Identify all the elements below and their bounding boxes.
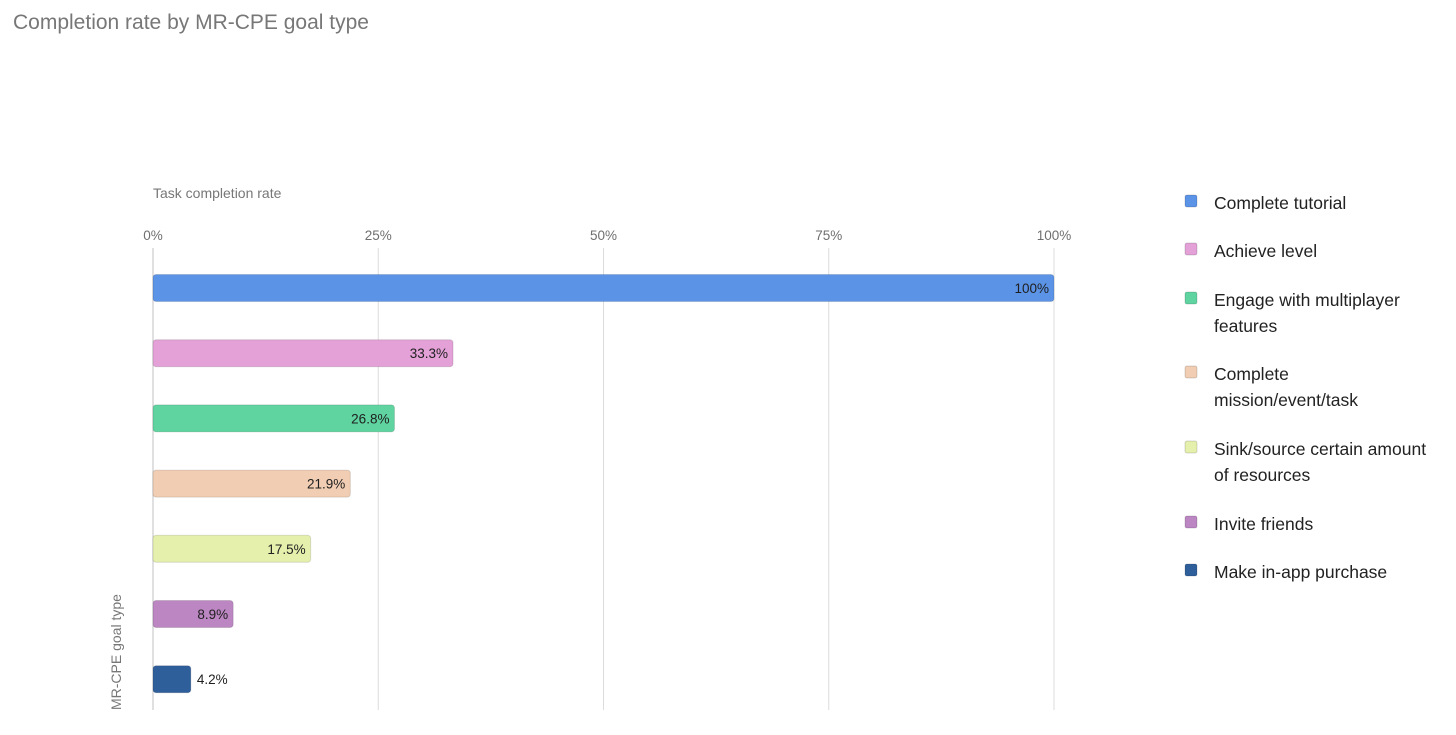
legend-entry-line: Complete (1214, 364, 1289, 384)
x-axis-ticks: 0% 25% 50% 75% 100% (143, 228, 1071, 243)
chart-title: Completion rate by MR-CPE goal type (13, 11, 369, 34)
legend-swatch (1184, 515, 1198, 529)
bar (152, 469, 351, 498)
legend: Complete tutorial Achieve level Engage wit… (1184, 193, 1426, 582)
bar-value-label: 8.9% (197, 607, 228, 622)
legend-swatch (1184, 242, 1198, 256)
bar (152, 274, 1055, 302)
legend-swatch (1184, 365, 1198, 379)
legend-entry: Complete tutorial (1214, 193, 1346, 213)
legend-entry-line: Make in-app purchase (1214, 562, 1387, 582)
legend-swatch (1184, 194, 1198, 208)
bar (152, 665, 192, 694)
legend-entry-line: Sink/source certain amount (1214, 439, 1426, 459)
legend-entry-line: of resources (1214, 465, 1311, 485)
legend-entry: Engage with multiplayer features (1214, 290, 1400, 336)
bar-value-label: 33.3% (410, 346, 448, 361)
legend-entry-line: mission/event/task (1214, 390, 1358, 410)
bar-value-label: 17.5% (267, 542, 305, 557)
legend-entry: Make in-app purchase (1214, 562, 1387, 582)
legend-swatch (1184, 440, 1198, 454)
bar (152, 534, 312, 563)
x-tick-label: 75% (815, 228, 842, 243)
legend-entry: Invite friends (1214, 514, 1313, 534)
bar-value-label: 4.2% (197, 672, 228, 687)
legend-entry-line: features (1214, 316, 1277, 336)
x-axis-title: Task completion rate (153, 185, 282, 201)
gridlines (152, 248, 1055, 710)
y-axis-title: MR-CPE goal type (108, 594, 124, 710)
bar (152, 600, 234, 628)
bar (152, 404, 395, 433)
x-tick-label: 100% (1037, 228, 1072, 243)
bar-value-label: 26.8% (351, 411, 389, 426)
legend-swatch (1184, 291, 1198, 305)
legend-swatch (1184, 563, 1198, 577)
legend-entry: Achieve level (1214, 241, 1317, 261)
x-tick-label: 0% (143, 228, 163, 243)
legend-entry: Sink/source certain amount of resources (1214, 439, 1426, 485)
bar (152, 339, 454, 368)
bar-value-label: 100% (1014, 281, 1049, 296)
legend-entry-line: Invite friends (1214, 514, 1313, 534)
legend-entry-line: Complete tutorial (1214, 193, 1346, 213)
x-tick-label: 25% (365, 228, 392, 243)
bars: 100% 33.3% 26.8% 21.9% 17.5% 8.9% 4.2% (152, 274, 1055, 694)
legend-entry-line: Achieve level (1214, 241, 1317, 261)
bar-value-label: 21.9% (307, 477, 345, 492)
x-tick-label: 50% (590, 228, 617, 243)
legend-entry-line: Engage with multiplayer (1214, 290, 1400, 310)
legend-entry: Complete mission/event/task (1214, 364, 1358, 410)
